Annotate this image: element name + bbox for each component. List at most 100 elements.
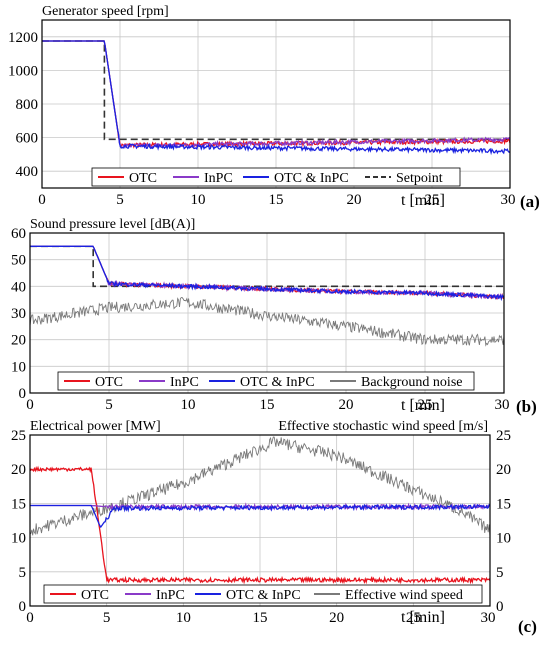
legend-label-a-otc-inpc: OTC & InPC	[274, 171, 349, 186]
grid-a	[41, 20, 511, 188]
y-tick-label: 5	[19, 565, 27, 581]
y-tick-label-right: 0	[496, 599, 504, 615]
y-tick-label-right: 5	[496, 565, 504, 581]
y-tick-label: 0	[19, 386, 27, 402]
x-tick-label: 30	[481, 610, 496, 626]
x-tick-label: 25	[425, 192, 440, 208]
legend-label-c-wind-speed: Effective wind speed	[345, 588, 463, 603]
legend-b: OTC InPC OTC & InPC Background noise	[57, 371, 475, 391]
y-ticks-c: 0 5 10 15 20 25	[11, 428, 26, 615]
y-ticks-right-c: 0 5 10 15 20 25	[496, 428, 511, 615]
y-tick-label-right: 25	[496, 428, 511, 444]
panel-b: Sound pressure level [dB(A)] 01020304050…	[11, 217, 537, 416]
legend-box-c	[43, 584, 483, 604]
title-b: Sound pressure level [dB(A)]	[30, 217, 195, 232]
y-ticks-a: 400 600 800 1000 1200	[8, 30, 38, 180]
legend-label-c-otc-inpc: OTC & InPC	[226, 588, 301, 603]
x-tick-label: 15	[269, 192, 284, 208]
x-tick-label: 10	[181, 397, 196, 413]
y-tick-label: 600	[16, 131, 39, 147]
x-tick-label: 25	[406, 610, 421, 626]
series-line-otc-inpc	[30, 245, 505, 302]
x-axis-label-a: t [min]	[401, 192, 445, 209]
series-b	[29, 245, 505, 347]
y-tick-label: 10	[11, 531, 26, 547]
x-ticks-a: 0 5 10 15 20 25 30	[38, 192, 515, 208]
panel-a: Generator speed [rpm] 40060080010001200 …	[8, 4, 540, 211]
x-ticks-c: 0 5 10 15 20 25 30	[26, 610, 495, 626]
legend-label-a-setpoint: Setpoint	[396, 171, 443, 186]
x-tick-label: 30	[501, 192, 516, 208]
x-tick-label: 20	[339, 397, 354, 413]
x-tick-label: 30	[495, 397, 510, 413]
plot-frame-c	[29, 434, 491, 607]
legend-label-a-inpc: InPC	[204, 171, 233, 186]
x-tick-label: 20	[329, 610, 344, 626]
legend-label-c-otc: OTC	[81, 588, 109, 603]
panel-tag-b: (b)	[516, 397, 537, 416]
grid-b	[29, 232, 505, 394]
plot-frame-a	[41, 19, 511, 189]
panel-tag-c: (c)	[518, 617, 537, 636]
x-ticks-b: 0 5 10 15 20 25 30	[26, 397, 509, 413]
y-tick-label: 800	[16, 97, 39, 113]
series-line-background-noise	[29, 297, 505, 347]
panel-tag-a: (a)	[520, 192, 540, 211]
y-tick-label: 20	[11, 462, 26, 478]
y-tick-label: 1200	[8, 30, 38, 46]
series-a	[42, 40, 511, 156]
x-tick-label: 5	[103, 610, 111, 626]
y-tick-label: 15	[11, 496, 26, 512]
y-tick-label: 50	[11, 253, 26, 269]
legend-label-b-otc: OTC	[95, 375, 123, 390]
y-tick-label: 25	[11, 428, 26, 444]
series-line-otc-inpc	[30, 503, 491, 529]
series-line-effective-wind-speed	[29, 436, 491, 537]
legend-a: OTC InPC OTC & InPC Setpoint	[91, 167, 461, 187]
x-axis-label-c: t [min]	[401, 609, 445, 626]
series-line-setpoint	[30, 245, 504, 288]
series-line-otc	[29, 465, 491, 585]
y-ticks-b: 0 10 20 30 40 50 60	[11, 226, 26, 402]
legend-label-b-inpc: InPC	[170, 375, 199, 390]
x-tick-label: 25	[418, 397, 433, 413]
x-tick-label: 15	[253, 610, 268, 626]
title-c: Electrical power [MW]	[30, 419, 161, 434]
y-tick-label: 10	[11, 359, 26, 375]
title-a: Generator speed [rpm]	[42, 4, 169, 19]
legend-label-a-otc: OTC	[129, 171, 157, 186]
x-tick-label: 20	[347, 192, 362, 208]
x-tick-label: 0	[38, 192, 46, 208]
y-tick-label: 20	[11, 333, 26, 349]
x-tick-label: 10	[176, 610, 191, 626]
series-line-otc-inpc	[42, 40, 511, 156]
x-tick-label: 0	[26, 397, 34, 413]
legend-label-b-background-noise: Background noise	[361, 375, 462, 390]
y-tick-label: 1000	[8, 63, 38, 79]
legend-label-b-otc-inpc: OTC & InPC	[240, 375, 315, 390]
x-tick-label: 15	[260, 397, 275, 413]
panel-c: Electrical power [MW] Effective stochast…	[11, 419, 537, 636]
x-tick-label: 0	[26, 610, 34, 626]
legend-box-a	[91, 167, 461, 187]
y-tick-label-right: 10	[496, 531, 511, 547]
y-tick-label-right: 15	[496, 496, 511, 512]
series-line-setpoint	[42, 40, 510, 141]
y-tick-label: 40	[11, 279, 26, 295]
y-tick-label-right: 20	[496, 462, 511, 478]
legend-box-b	[57, 371, 475, 391]
x-tick-label: 5	[116, 192, 124, 208]
y-tick-label: 30	[11, 306, 26, 322]
y-tick-label: 60	[11, 226, 26, 242]
legend-c: OTC InPC OTC & InPC Effective wind speed	[43, 584, 483, 604]
x-tick-label: 5	[105, 397, 113, 413]
y-tick-label: 0	[19, 599, 27, 615]
x-tick-label: 10	[191, 192, 206, 208]
x-axis-label-b: t [min]	[401, 397, 445, 414]
plot-frame-b	[29, 232, 505, 394]
title-right-c: Effective stochastic wind speed [m/s]	[278, 419, 488, 434]
legend-label-c-inpc: InPC	[156, 588, 185, 603]
series-c	[29, 436, 491, 585]
y-tick-label: 400	[16, 164, 39, 180]
